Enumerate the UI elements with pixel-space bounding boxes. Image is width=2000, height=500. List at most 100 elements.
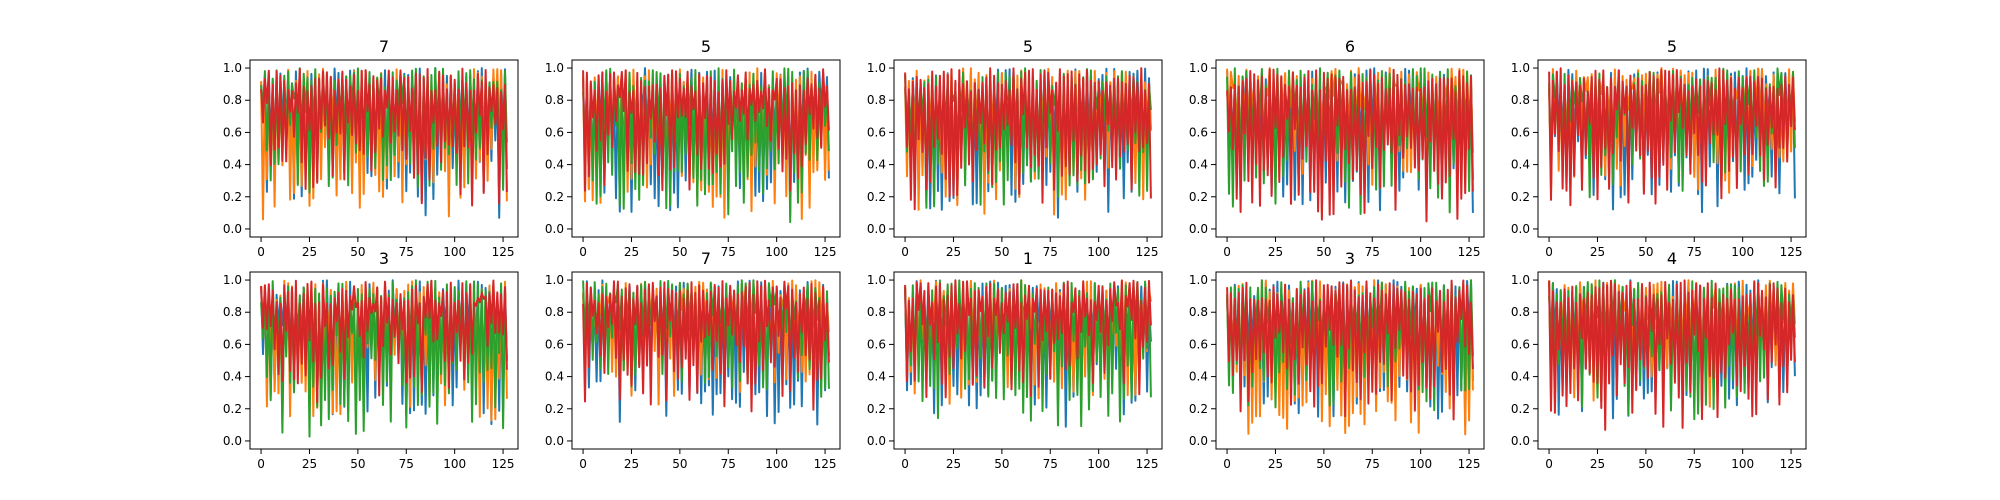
subplot-title: 5	[1667, 37, 1677, 56]
y-tick-label: 0.8	[545, 305, 564, 319]
y-tick-label: 0.4	[867, 158, 886, 172]
subplot-1: 7 0 25 50 75 100 125 0.0 0.2 0.4 0.6 0.8 1.0	[223, 37, 519, 259]
series-group	[904, 67, 1152, 219]
series-group	[260, 279, 508, 438]
series-line-4	[582, 279, 830, 413]
x-tick-label: 75	[1687, 245, 1702, 259]
y-tick-label: 0.4	[1189, 158, 1208, 172]
x-tick-label: 50	[1638, 245, 1653, 259]
y-tick-label: 1.0	[545, 61, 564, 75]
y-tick-label: 0.8	[1511, 93, 1530, 107]
x-tick-label: 25	[1268, 245, 1283, 259]
y-tick-label: 1.0	[545, 273, 564, 287]
series-line-4	[1226, 279, 1474, 421]
y-tick-label: 0.0	[1511, 434, 1530, 448]
axes-frame	[1215, 59, 1485, 238]
x-tick-label: 100	[1087, 457, 1110, 471]
x-tick-label: 50	[1638, 457, 1653, 471]
series-group	[260, 67, 508, 221]
series-line-4	[582, 68, 830, 192]
series-line-4	[260, 279, 508, 404]
y-tick-label: 0.2	[867, 402, 886, 416]
y-tick-label: 1.0	[1189, 61, 1208, 75]
series-group	[1226, 279, 1474, 436]
x-tick-label: 75	[1365, 457, 1380, 471]
y-tick-label: 0.2	[867, 190, 886, 204]
x-tick-label: 75	[721, 457, 736, 471]
subplot-title: 7	[701, 249, 711, 268]
series-group	[904, 279, 1152, 428]
series-line-4	[1548, 279, 1796, 431]
y-tick-label: 0.0	[1189, 222, 1208, 236]
x-tick-label: 100	[443, 245, 466, 259]
x-tick-label: 100	[765, 457, 788, 471]
y-tick-label: 0.6	[545, 337, 564, 351]
x-tick-label: 125	[1780, 457, 1803, 471]
y-tick-label: 0.0	[545, 222, 564, 236]
y-tick-label: 0.6	[1511, 337, 1530, 351]
y-tick-label: 0.4	[223, 370, 242, 384]
axes-frame	[1215, 271, 1485, 450]
y-tick-label: 1.0	[867, 273, 886, 287]
y-tick-label: 0.0	[867, 222, 886, 236]
y-tick-label: 0.8	[223, 93, 242, 107]
x-tick-label: 75	[399, 457, 414, 471]
series-group	[582, 67, 830, 224]
y-tick-label: 0.0	[1511, 222, 1530, 236]
y-tick-label: 1.0	[1511, 273, 1530, 287]
y-tick-label: 0.4	[1189, 370, 1208, 384]
y-tick-label: 0.2	[1189, 190, 1208, 204]
x-tick-label: 75	[1043, 245, 1058, 259]
x-tick-label: 25	[1590, 245, 1605, 259]
x-tick-label: 0	[1545, 457, 1553, 471]
axes-frame	[1537, 271, 1807, 450]
x-tick-label: 50	[1316, 457, 1331, 471]
axes-frame	[1537, 59, 1807, 238]
subplot-10: 4 0 25 50 75 100 125 0.0 0.2 0.4 0.6 0.8 1.0	[1511, 249, 1807, 471]
subplot-title: 1	[1023, 249, 1033, 268]
y-tick-label: 0.4	[545, 158, 564, 172]
x-tick-label: 50	[350, 245, 365, 259]
axes-frame	[249, 271, 519, 450]
y-tick-label: 0.8	[867, 305, 886, 319]
y-tick-label: 0.8	[545, 93, 564, 107]
subplot-6: 3 0 25 50 75 100 125 0.0 0.2 0.4 0.6 0.8 1.0	[223, 249, 519, 471]
y-tick-label: 0.2	[223, 190, 242, 204]
axes-frame	[893, 271, 1163, 450]
y-tick-label: 0.2	[1511, 190, 1530, 204]
series-line-4	[260, 67, 508, 207]
x-tick-label: 0	[1223, 245, 1231, 259]
x-tick-label: 125	[814, 245, 837, 259]
y-tick-label: 0.2	[1511, 402, 1530, 416]
x-tick-label: 50	[1316, 245, 1331, 259]
y-tick-label: 0.4	[545, 370, 564, 384]
y-tick-label: 0.4	[1511, 370, 1530, 384]
x-tick-label: 100	[443, 457, 466, 471]
subplot-title: 7	[379, 37, 389, 56]
x-tick-label: 25	[1590, 457, 1605, 471]
y-tick-label: 0.2	[1189, 402, 1208, 416]
y-tick-label: 0.6	[545, 125, 564, 139]
y-tick-label: 0.8	[223, 305, 242, 319]
x-tick-label: 25	[946, 457, 961, 471]
x-tick-label: 0	[579, 245, 587, 259]
x-tick-label: 100	[1731, 457, 1754, 471]
x-tick-label: 0	[901, 245, 909, 259]
x-tick-label: 50	[672, 457, 687, 471]
y-tick-label: 1.0	[1511, 61, 1530, 75]
x-tick-label: 100	[1087, 245, 1110, 259]
x-tick-label: 125	[492, 245, 515, 259]
x-tick-label: 50	[672, 245, 687, 259]
y-tick-label: 1.0	[223, 61, 242, 75]
x-tick-label: 125	[814, 457, 837, 471]
x-tick-label: 125	[1136, 245, 1159, 259]
series-group	[1548, 279, 1796, 431]
x-tick-label: 100	[765, 245, 788, 259]
series-line-3	[582, 67, 830, 224]
y-tick-label: 0.6	[223, 125, 242, 139]
y-tick-label: 0.6	[867, 337, 886, 351]
x-tick-label: 100	[1409, 457, 1432, 471]
y-tick-label: 0.8	[1189, 93, 1208, 107]
